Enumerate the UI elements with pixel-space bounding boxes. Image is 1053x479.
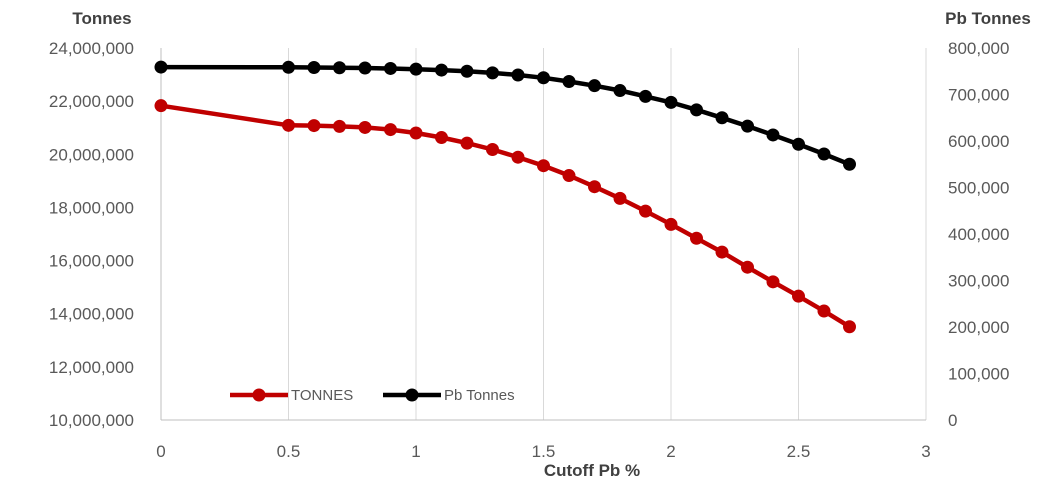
left-y-tick-label: 14,000,000 — [49, 305, 134, 324]
tonnes-legend-marker — [252, 388, 266, 402]
left-y-tick-label: 16,000,000 — [49, 252, 134, 271]
left-y-tick-label: 24,000,000 — [49, 39, 134, 58]
pb-tonnes-data-point — [409, 62, 423, 76]
pb-tonnes-data-point — [664, 95, 678, 109]
tonnes-data-point — [486, 143, 499, 157]
x-axis-title: Cutoff Pb % — [544, 461, 640, 479]
right-y-tick-label: 300,000 — [948, 272, 1009, 291]
tonnes-data-point — [460, 136, 474, 150]
right-y-tick-label: 800,000 — [948, 39, 1009, 58]
tonnes-data-point — [741, 260, 754, 274]
left-y-tick-label: 22,000,000 — [49, 92, 134, 111]
right-y-tick-label: 500,000 — [948, 179, 1009, 198]
x-tick-label: 1.5 — [532, 442, 556, 461]
x-tick-label: 0 — [156, 442, 165, 461]
pb-tonnes-data-point — [307, 61, 321, 75]
left-y-tick-label: 12,000,000 — [49, 358, 134, 377]
left-y-tick-label: 18,000,000 — [49, 198, 134, 217]
left-y-tick-label: 20,000,000 — [49, 145, 134, 164]
tonnes-data-point — [715, 245, 729, 259]
tonnes-data-point — [792, 289, 805, 303]
left-axis-title: Tonnes — [72, 9, 131, 28]
tonnes-data-point — [435, 131, 448, 145]
pb-tonnes-series-line — [160, 64, 851, 167]
pb-tonnes-data-point — [486, 66, 499, 80]
pb-tonnes-data-point — [562, 74, 576, 88]
tonnes-legend-label: TONNES — [291, 387, 353, 404]
tonnes-data-point — [537, 159, 550, 173]
x-tick-label: 2.5 — [787, 442, 811, 461]
pb-tonnes-data-point — [613, 84, 627, 98]
pb-tonnes-data-point — [690, 103, 703, 117]
tick-labels: 0 0.5 1 1.5 2 2.5 3 10,000,000 12,000,000 14,000,… — [49, 39, 1010, 461]
tonnes-data-point — [511, 150, 525, 164]
tonnes-data-point — [562, 169, 576, 183]
pb-tonnes-data-point — [333, 61, 346, 75]
pb-tonnes-data-point — [817, 147, 831, 161]
tonnes-data-point — [333, 119, 346, 133]
tonnes-data-point — [588, 180, 601, 194]
pb-tonnes-data-point — [537, 71, 550, 85]
pb-tonnes-legend-label: Pb Tonnes — [444, 387, 515, 404]
right-y-tick-label: 200,000 — [948, 318, 1009, 337]
right-axis-title: Pb Tonnes — [945, 9, 1031, 28]
legend: TONNES Pb Tonnes — [230, 387, 515, 404]
pb-tonnes-data-point — [639, 89, 652, 103]
x-tick-label: 0.5 — [277, 442, 301, 461]
pb-tonnes-data-point — [435, 63, 448, 77]
x-tick-label: 3 — [921, 442, 930, 461]
pb-tonnes-data-point — [282, 60, 295, 74]
right-y-tick-label: 600,000 — [948, 132, 1009, 151]
tonnes-data-point — [409, 126, 423, 140]
pb-tonnes-data-point — [741, 119, 754, 133]
tonnes-data-point — [154, 99, 168, 113]
tonnes-data-point — [639, 204, 652, 218]
x-tick-label: 2 — [666, 442, 675, 461]
tonnes-data-point — [766, 275, 780, 289]
gridlines — [160, 48, 927, 421]
pb-tonnes-data-point — [511, 68, 525, 82]
pb-tonnes-data-point — [843, 157, 856, 171]
tonnes-data-point — [282, 118, 295, 132]
tonnes-data-point — [307, 119, 321, 133]
tonnes-data-point — [843, 320, 856, 334]
tonnes-data-point — [817, 304, 831, 318]
pb-tonnes-legend-marker — [405, 388, 419, 402]
x-tick-label: 1 — [411, 442, 420, 461]
pb-tonnes-data-point — [715, 111, 729, 125]
right-y-tick-label: 400,000 — [948, 225, 1009, 244]
tonnes-data-point — [664, 217, 678, 231]
tonnes-data-point — [384, 123, 397, 137]
tonnes-series-line — [160, 103, 851, 329]
pb-tonnes-data-point — [460, 64, 474, 78]
right-y-tick-label: 700,000 — [948, 86, 1009, 105]
pb-tonnes-data-point — [384, 61, 397, 75]
tonnes-data-point — [358, 120, 372, 134]
pb-tonnes-data-point — [792, 137, 805, 151]
pb-tonnes-data-point — [154, 60, 168, 74]
series-layer — [154, 60, 856, 334]
right-y-tick-label: 0 — [948, 411, 957, 430]
tonnes-data-point — [690, 231, 703, 245]
left-y-tick-label: 10,000,000 — [49, 411, 134, 430]
pb-tonnes-data-point — [588, 79, 601, 93]
right-y-tick-label: 100,000 — [948, 365, 1009, 384]
pb-tonnes-data-point — [766, 128, 780, 142]
tonnes-data-point — [613, 191, 627, 205]
pb-tonnes-data-point — [358, 61, 372, 75]
